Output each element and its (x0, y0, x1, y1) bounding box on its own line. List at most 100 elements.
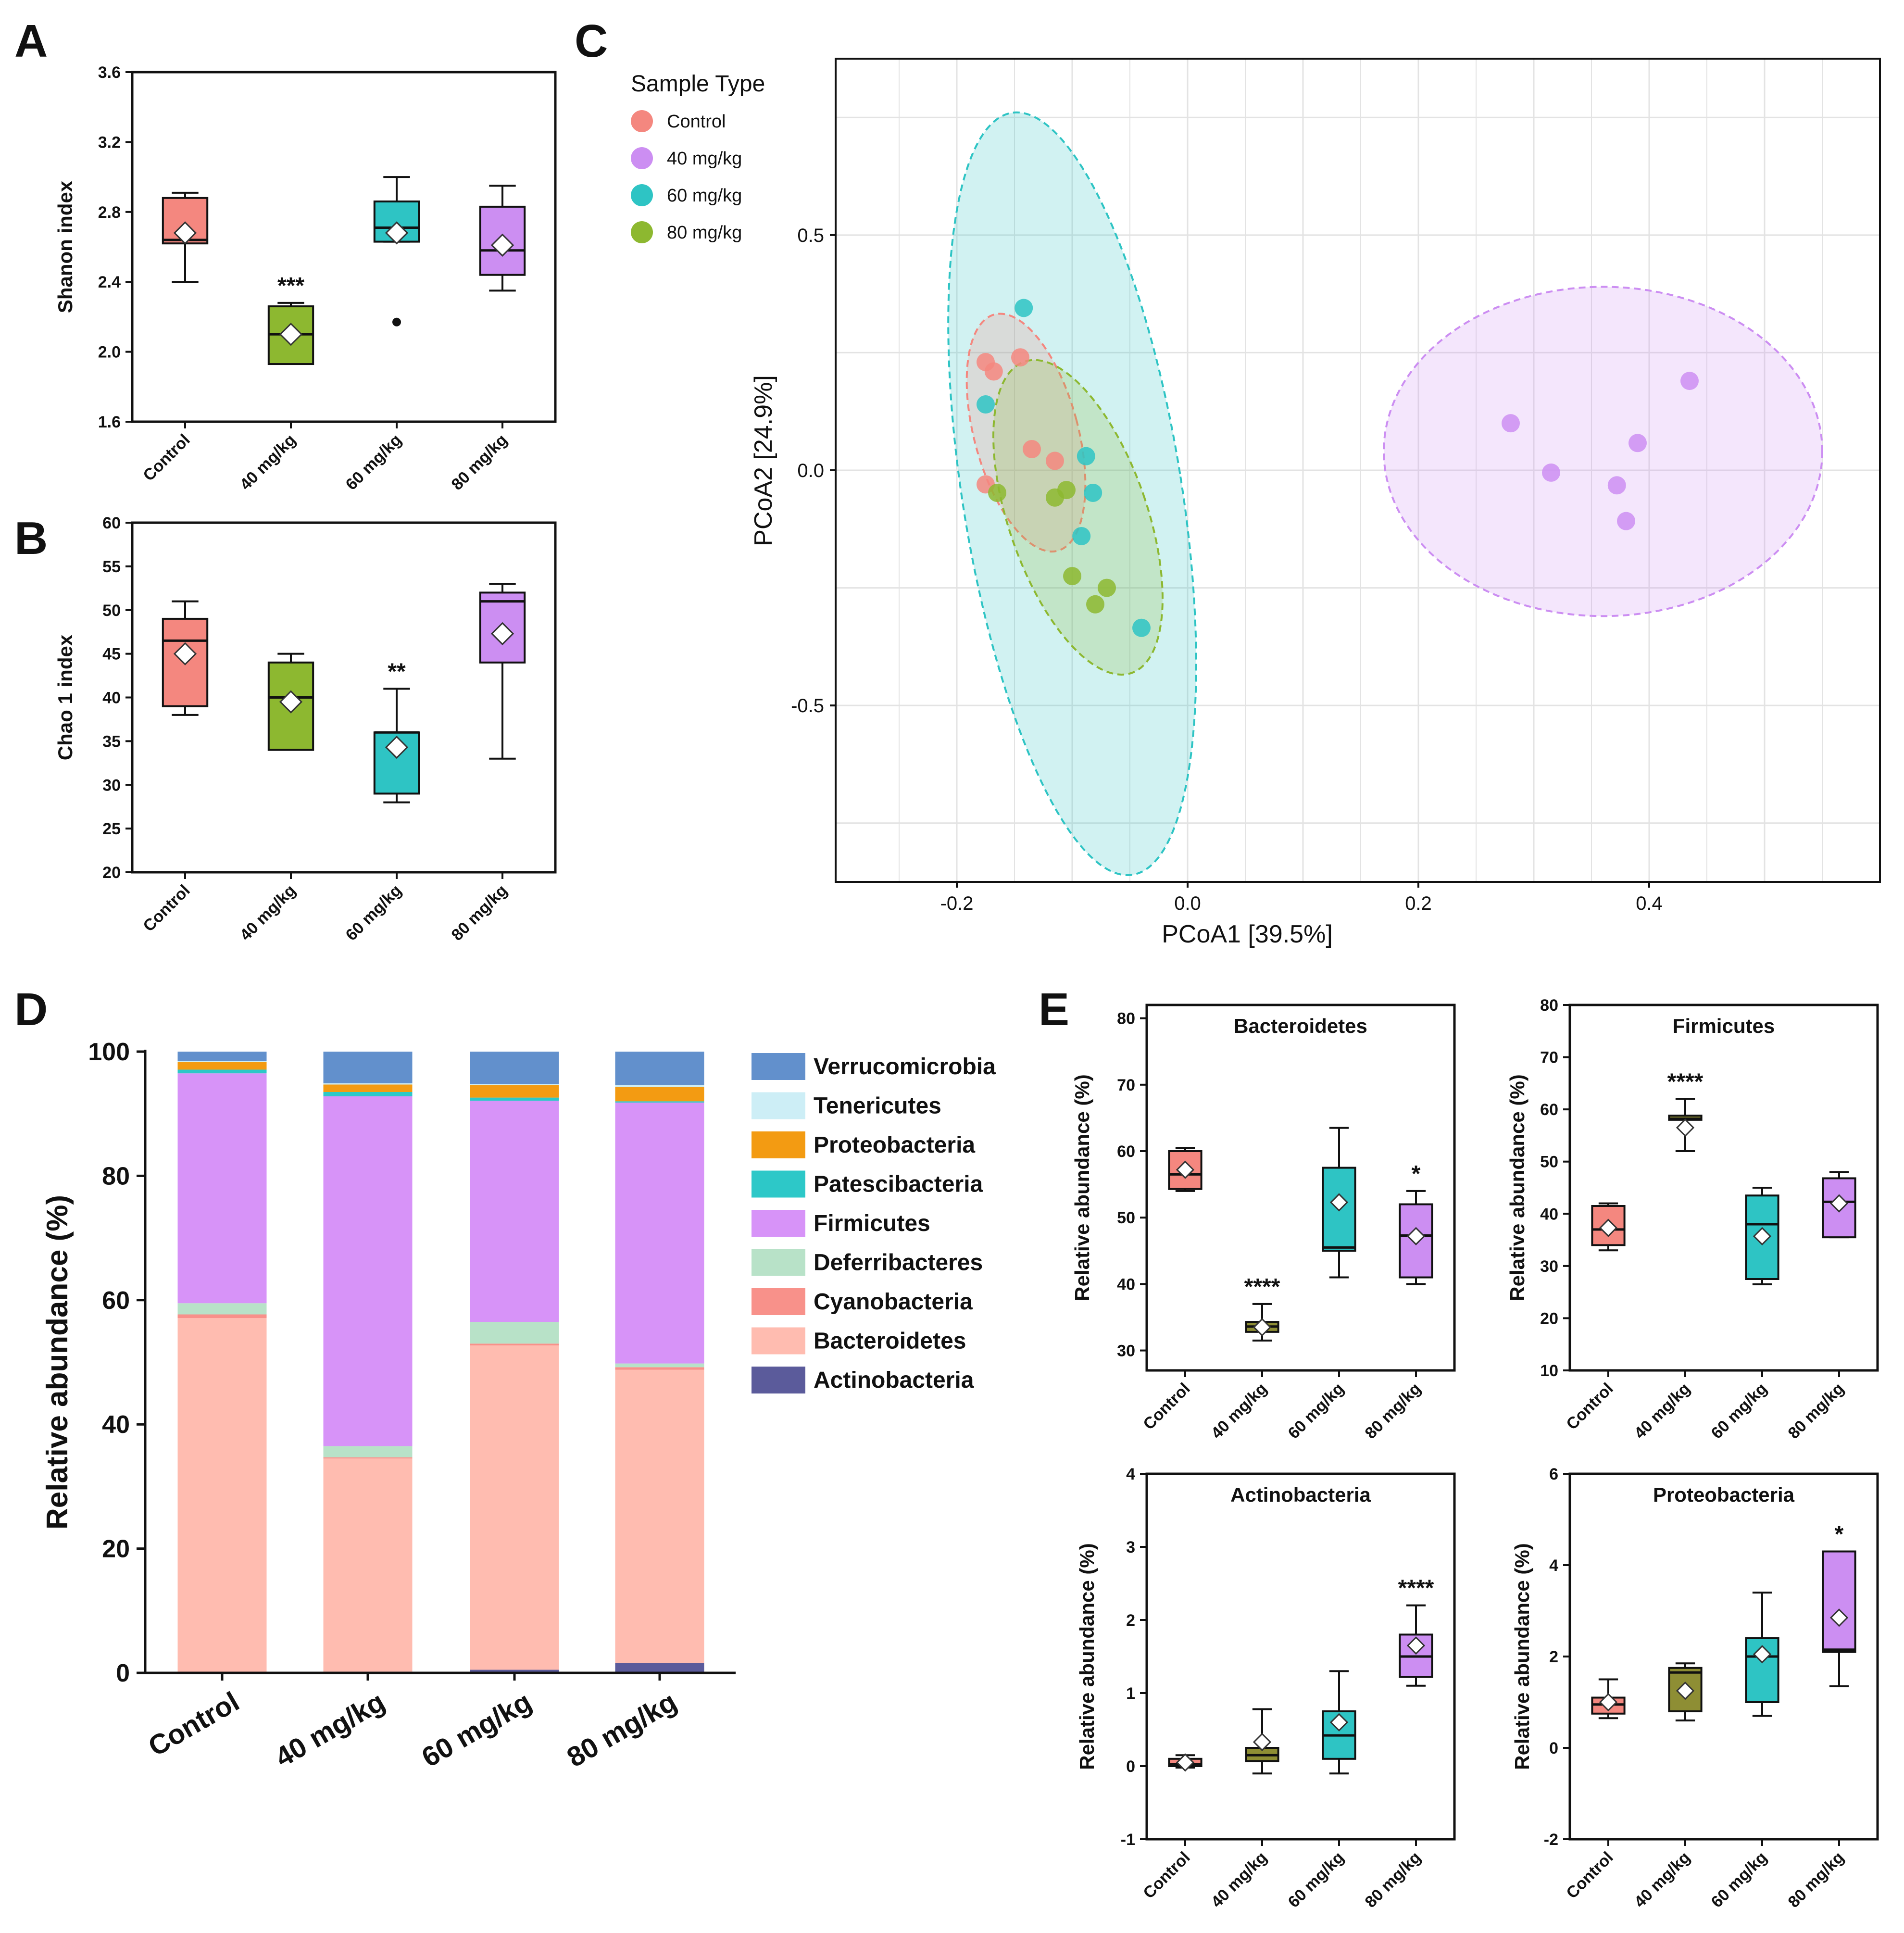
series-60-mg-kg (977, 299, 1151, 637)
mean-marker (1253, 1732, 1272, 1751)
box-control (1591, 1678, 1626, 1720)
bar-segment-verrucomicrobia (615, 1052, 704, 1085)
legend-swatch-patescibacteria (752, 1170, 805, 1198)
y-axis-label: Relative abundance (%) (1506, 1074, 1528, 1301)
bar-segment-patescibacteria (615, 1101, 704, 1103)
y-tick-label: 80 (102, 1162, 130, 1190)
y-tick-label: 100 (88, 1038, 130, 1066)
bar-segment-firmicutes (470, 1101, 559, 1322)
y-tick-label: 4 (1549, 1556, 1558, 1575)
mean-marker (385, 221, 409, 245)
chao1-index-boxplot: 20 25 30 35 40 45 50 55 60 Chao 1 index Control 40 … (54, 514, 557, 944)
x-tick-label: 60 mg/kg (416, 1686, 537, 1773)
chart-title: Actinobacteria (1230, 1483, 1371, 1506)
data-point (1628, 434, 1647, 452)
legend-label: Control (667, 112, 726, 132)
chart-title: Proteobacteria (1653, 1483, 1795, 1506)
box-60-mg-kg (373, 176, 420, 326)
x-tick-label: 0.4 (1636, 893, 1663, 914)
legend-label: Deferribacteres (814, 1250, 983, 1276)
x-tick-label: 40 mg/kg (1208, 1380, 1271, 1443)
firmicutes-boxplot: 10 20 30 40 50 60 70 80 Relative abundance (%) Fi… (1506, 996, 1879, 1443)
mean-marker (1253, 1318, 1272, 1337)
bar-segment-bacteroidetes (323, 1458, 413, 1672)
data-point (1098, 578, 1116, 597)
mean-marker (1829, 1194, 1849, 1213)
legend-swatch-80-mg-kg (631, 221, 653, 243)
y-tick-label: 20 (102, 1535, 130, 1563)
y-tick-label: 60 (102, 1287, 130, 1315)
plot-frame (1145, 1472, 1456, 1841)
x-tick-label: 60 mg/kg (1708, 1848, 1771, 1911)
y-tick-label: 3.6 (98, 63, 121, 82)
x-tick-label: 60 mg/kg (1285, 1848, 1348, 1911)
x-tick-label: 80 mg/kg (1362, 1380, 1425, 1443)
chart-title: Firmicutes (1673, 1015, 1775, 1037)
box-60-mg-kg (1322, 1670, 1356, 1775)
y-tick-label: 10 (1540, 1362, 1558, 1380)
legend-swatch-control (631, 110, 653, 132)
box-80-mg-kg: **** (1398, 1576, 1434, 1687)
y-tick-label: 2.0 (98, 343, 121, 362)
y-tick-label: 0.5 (797, 225, 824, 246)
mean-marker (1753, 1645, 1772, 1664)
stacked-abundance-bar-chart: Control 40 mg/kg 60 mg/kg 80 mg/kg 0 20 40 60 80… (41, 1038, 996, 1773)
legend-label: Proteobacteria (814, 1132, 975, 1158)
x-tick-label: -0.2 (940, 893, 974, 914)
mean-marker (385, 735, 409, 759)
y-tick-label: -1 (1121, 1831, 1135, 1849)
data-point (1680, 372, 1699, 390)
y-tick-label: -2 (1544, 1831, 1558, 1849)
y-axis-label: Relative abundance (%) (41, 1195, 74, 1530)
legend-label: 40 mg/kg (667, 149, 742, 169)
chart-title: Bacteroidetes (1234, 1015, 1367, 1037)
y-tick-label: 40 (102, 1411, 130, 1439)
bar-segment-actinobacteria (615, 1663, 704, 1673)
significance-mark: **** (1667, 1069, 1704, 1094)
data-point (1046, 452, 1064, 470)
mean-marker (1599, 1693, 1618, 1712)
bar-segment-cyanobacteria (470, 1343, 559, 1346)
iqr-box (1822, 1550, 1856, 1653)
mean-marker (173, 642, 197, 665)
legend: Verrucomicrobia Tenericutes Proteobacteria… (752, 1053, 996, 1393)
iqr-box (373, 731, 420, 795)
plot-frame (131, 71, 557, 423)
box-control (1168, 1753, 1203, 1772)
bar-segment-tenericutes (323, 1083, 413, 1085)
box-60-mg-kg (1745, 1592, 1779, 1717)
x-tick-label: 60 mg/kg (1708, 1380, 1771, 1443)
data-point (1023, 439, 1041, 458)
y-tick-label: 50 (1540, 1153, 1558, 1171)
y-axis-label: Shanon index (54, 180, 76, 313)
legend-label: Bacteroidetes (814, 1329, 966, 1354)
data-point (1502, 414, 1520, 433)
bar-segment-firmicutes (615, 1102, 704, 1364)
y-tick-label: 80 (1540, 996, 1558, 1015)
y-tick-label: 80 (1117, 1010, 1135, 1028)
box-40-mg-kg (1245, 1708, 1279, 1775)
bar-segment-verrucomicrobia (470, 1052, 559, 1084)
mean-marker (1406, 1227, 1426, 1245)
x-tick-label: 40 mg/kg (1631, 1380, 1694, 1443)
bar-segment-verrucomicrobia (323, 1052, 413, 1083)
bar-segment-deferribacteres (177, 1303, 267, 1315)
y-tick-label: 60 (1117, 1142, 1135, 1161)
bar-segment-tenericutes (615, 1085, 704, 1087)
data-point (1072, 527, 1091, 545)
mean-marker (1599, 1218, 1618, 1237)
data-point (1132, 618, 1151, 637)
significance-mark: *** (277, 273, 304, 299)
bar-segment-cyanobacteria (323, 1457, 413, 1459)
data-point (1077, 447, 1095, 465)
data-point (977, 395, 995, 414)
stacked-bar-control (177, 1052, 267, 1673)
y-axis-label: Relative abundance (%) (1071, 1074, 1093, 1301)
x-tick-label: 60 mg/kg (342, 881, 405, 944)
y-tick-label: 2.4 (98, 273, 121, 291)
significance-mark: **** (1398, 1576, 1434, 1601)
stacked-bar-40-mg-kg (323, 1052, 413, 1673)
legend-swatch-bacteroidetes (752, 1327, 805, 1355)
mean-marker (279, 323, 303, 346)
